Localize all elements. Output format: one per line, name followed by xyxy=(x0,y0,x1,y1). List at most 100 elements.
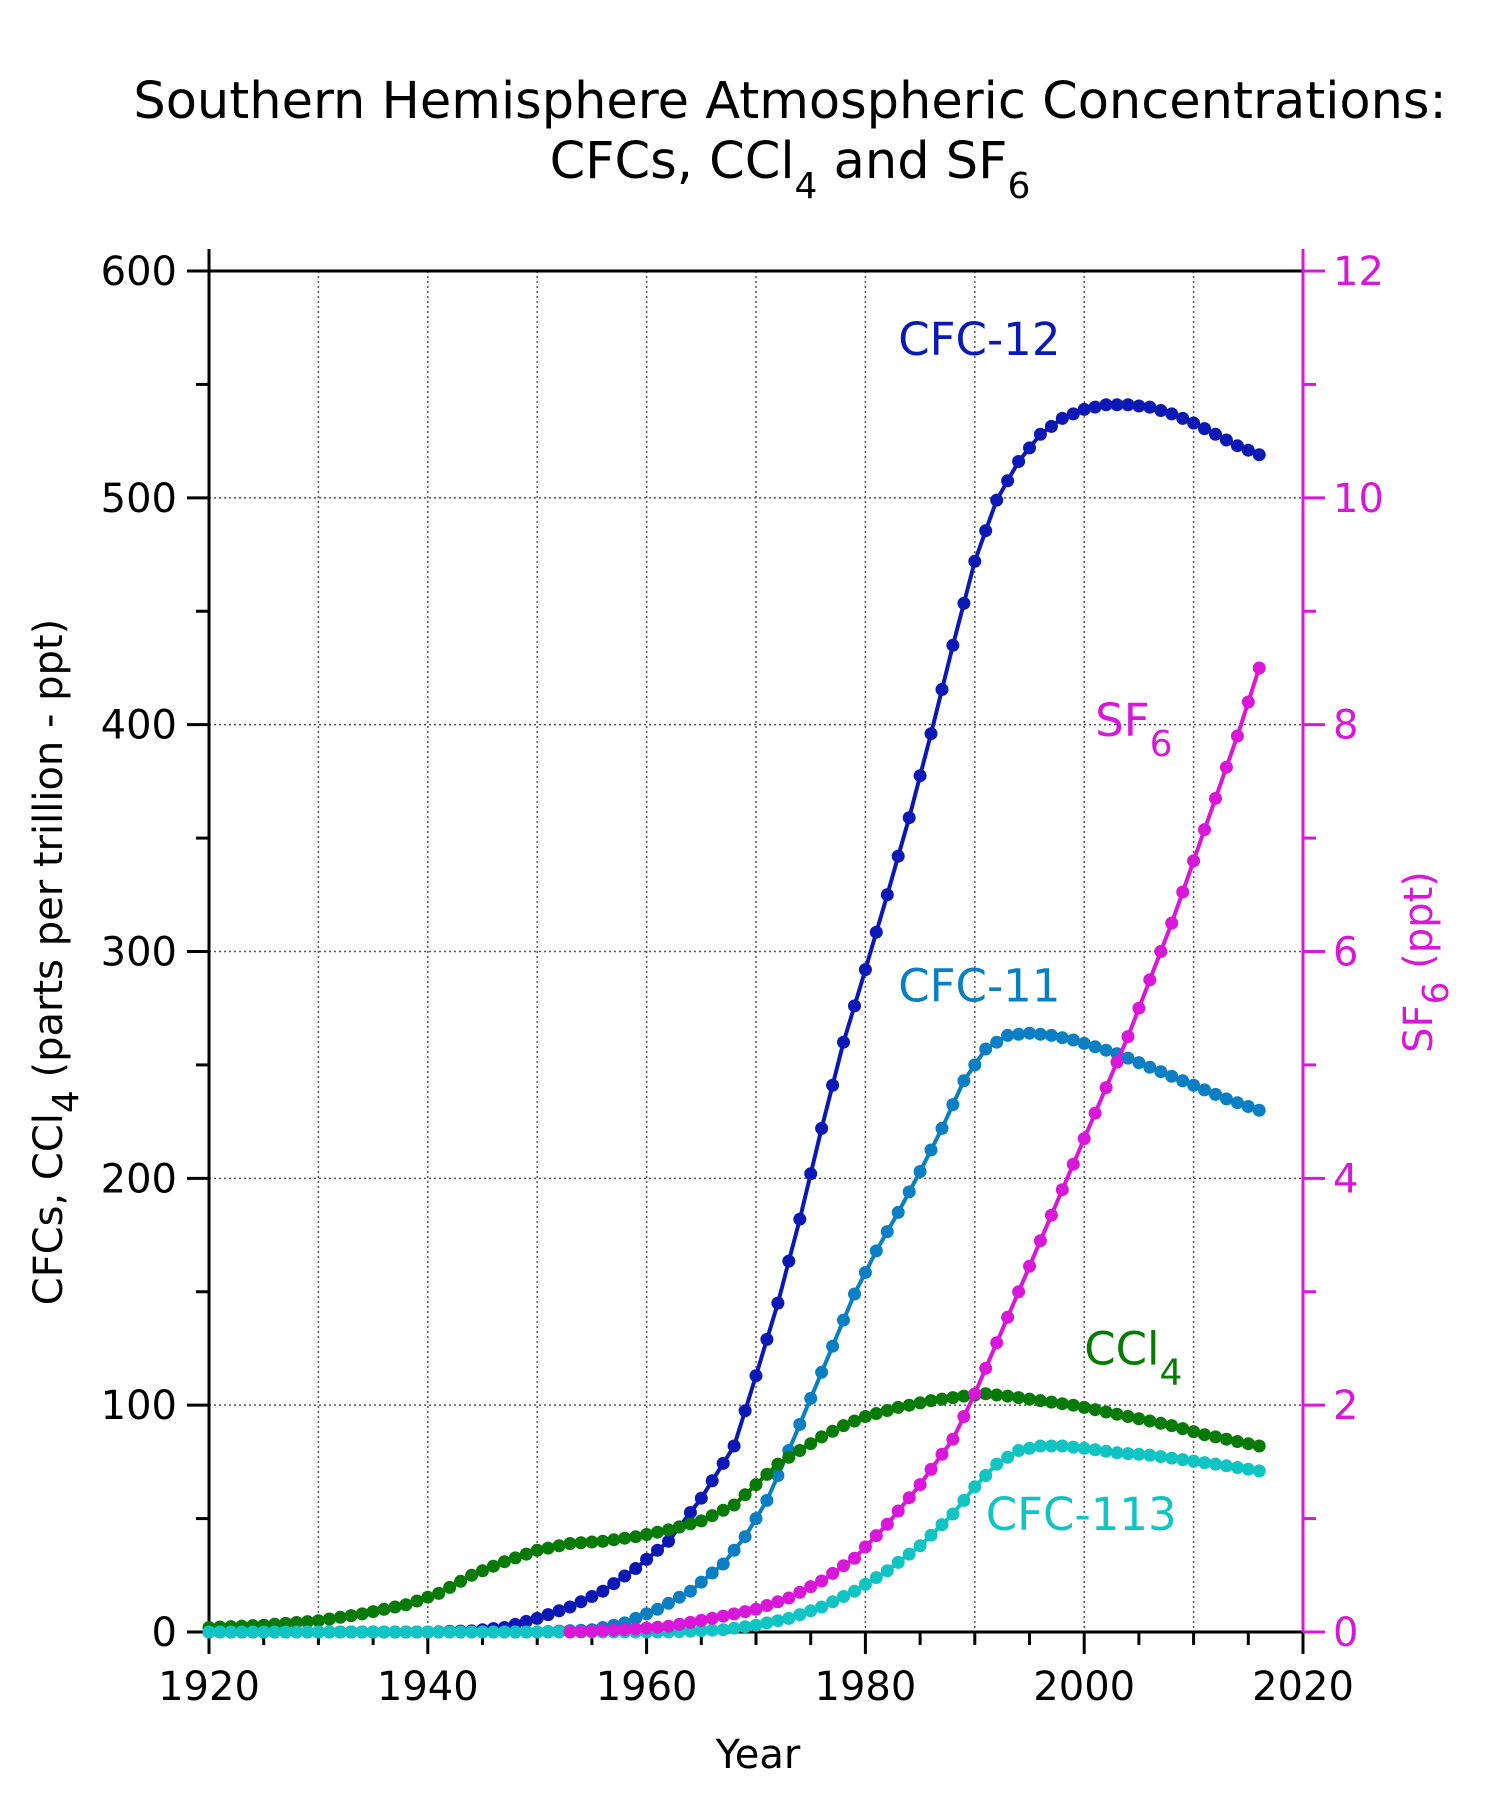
data-point-ccl4 xyxy=(1165,1419,1179,1433)
data-point-cfc-12 xyxy=(1088,400,1102,414)
data-point-cfc-11 xyxy=(694,1575,708,1589)
data-point-sf6 xyxy=(880,1517,894,1531)
data-point-ccl4 xyxy=(1121,1410,1135,1423)
data-point-sf6 xyxy=(1001,1310,1015,1324)
data-point-ccl4 xyxy=(694,1514,708,1528)
data-point-cfc-12 xyxy=(1187,416,1201,430)
data-point-ccl4 xyxy=(1012,1391,1026,1405)
data-point-ccl4 xyxy=(946,1391,960,1405)
data-point-ccl4 xyxy=(311,1614,325,1628)
data-point-cfc-12 xyxy=(826,1078,840,1092)
data-point-cfc-11 xyxy=(1241,1100,1255,1113)
data-point-ccl4 xyxy=(902,1398,916,1412)
data-point-ccl4 xyxy=(432,1586,446,1600)
data-point-ccl4 xyxy=(355,1607,369,1621)
data-point-sf6 xyxy=(902,1491,916,1505)
data-point-cfc-12 xyxy=(1066,407,1080,421)
data-point-cfc-113 xyxy=(1121,1447,1135,1461)
data-point-ccl4 xyxy=(640,1528,654,1541)
data-point-cfc-12 xyxy=(662,1534,675,1548)
data-point-cfc-12 xyxy=(716,1456,730,1470)
data-point-ccl4 xyxy=(399,1598,413,1612)
data-point-ccl4 xyxy=(924,1394,938,1408)
data-point-cfc-11 xyxy=(1219,1092,1233,1106)
data-point-ccl4 xyxy=(880,1404,894,1417)
data-point-ccl4 xyxy=(1252,1439,1266,1453)
data-point-cfc-113 xyxy=(508,1625,522,1639)
data-point-ccl4 xyxy=(1209,1430,1222,1444)
data-point-ccl4 xyxy=(454,1574,468,1588)
data-point-cfc-11 xyxy=(935,1121,949,1135)
data-point-cfc-11 xyxy=(880,1225,894,1239)
data-point-sf6 xyxy=(968,1387,982,1401)
data-point-ccl4 xyxy=(858,1410,872,1423)
data-point-cfc-113 xyxy=(749,1618,763,1632)
data-point-cfc-11 xyxy=(1099,1043,1113,1057)
data-point-cfc-12 xyxy=(968,554,982,568)
y2-tick-label: 8 xyxy=(1333,703,1358,749)
y2-tick-label: 10 xyxy=(1333,476,1384,522)
data-point-cfc-12 xyxy=(1132,399,1146,413)
data-point-ccl4 xyxy=(1023,1392,1036,1406)
data-point-cfc-113 xyxy=(519,1625,533,1639)
data-point-cfc-113 xyxy=(880,1564,894,1578)
data-point-cfc-113 xyxy=(399,1625,413,1639)
data-point-sf6 xyxy=(1023,1259,1036,1273)
data-point-cfc-11 xyxy=(924,1143,938,1157)
data-point-cfc-11 xyxy=(979,1042,993,1056)
data-point-cfc-113 xyxy=(432,1625,446,1639)
data-point-ccl4 xyxy=(508,1551,522,1565)
data-point-ccl4 xyxy=(476,1564,489,1578)
data-point-ccl4 xyxy=(366,1605,380,1619)
data-point-cfc-113 xyxy=(760,1616,774,1630)
data-point-cfc-113 xyxy=(1198,1456,1211,1470)
data-point-ccl4 xyxy=(1110,1407,1124,1421)
chart-subtitle: CFCs, CCl4 and SF6 xyxy=(550,132,1031,207)
data-point-cfc-11 xyxy=(1209,1087,1222,1101)
data-point-cfc-113 xyxy=(771,1614,785,1628)
data-point-cfc-113 xyxy=(355,1625,369,1639)
data-point-cfc-113 xyxy=(1230,1461,1244,1474)
data-point-cfc-12 xyxy=(683,1506,697,1519)
data-point-sf6 xyxy=(858,1540,872,1554)
data-point-cfc-11 xyxy=(738,1530,752,1544)
data-point-cfc-11 xyxy=(705,1566,719,1580)
data-point-sf6 xyxy=(924,1462,938,1476)
data-point-ccl4 xyxy=(716,1503,730,1517)
data-point-cfc-11 xyxy=(902,1185,916,1199)
data-point-sf6 xyxy=(1209,791,1222,805)
data-point-sf6 xyxy=(1198,823,1211,837)
data-point-sf6 xyxy=(1241,695,1255,709)
data-point-ccl4 xyxy=(618,1531,632,1545)
data-point-cfc-11 xyxy=(826,1339,840,1353)
data-point-ccl4 xyxy=(486,1559,500,1573)
data-point-ccl4 xyxy=(1154,1416,1168,1430)
data-point-sf6 xyxy=(1077,1132,1091,1146)
data-point-cfc-12 xyxy=(749,1369,763,1383)
data-point-cfc-12 xyxy=(1012,455,1026,468)
data-point-ccl4 xyxy=(957,1389,971,1403)
data-point-cfc-113 xyxy=(826,1595,840,1609)
data-point-cfc-113 xyxy=(891,1555,905,1569)
data-point-cfc-11 xyxy=(672,1590,686,1604)
data-point-cfc-11 xyxy=(1044,1028,1058,1042)
data-point-cfc-113 xyxy=(202,1625,216,1639)
data-point-cfc-12 xyxy=(869,925,883,939)
data-point-ccl4 xyxy=(541,1541,555,1555)
data-point-cfc-12 xyxy=(990,493,1004,507)
data-point-ccl4 xyxy=(497,1555,511,1569)
data-point-cfc-11 xyxy=(837,1313,850,1327)
data-point-cfc-113 xyxy=(1044,1439,1058,1453)
data-point-sf6 xyxy=(738,1605,752,1619)
data-point-cfc-113 xyxy=(235,1625,249,1639)
data-point-cfc-12 xyxy=(858,963,872,977)
data-point-cfc-12 xyxy=(1176,411,1190,425)
data-point-cfc-11 xyxy=(1088,1040,1102,1054)
data-point-cfc-113 xyxy=(968,1480,982,1494)
data-point-cfc-113 xyxy=(694,1624,708,1638)
data-point-cfc-12 xyxy=(1001,474,1015,488)
data-point-cfc-113 xyxy=(552,1625,566,1639)
y2-tick-label: 0 xyxy=(1333,1610,1358,1656)
data-point-cfc-113 xyxy=(257,1625,271,1639)
